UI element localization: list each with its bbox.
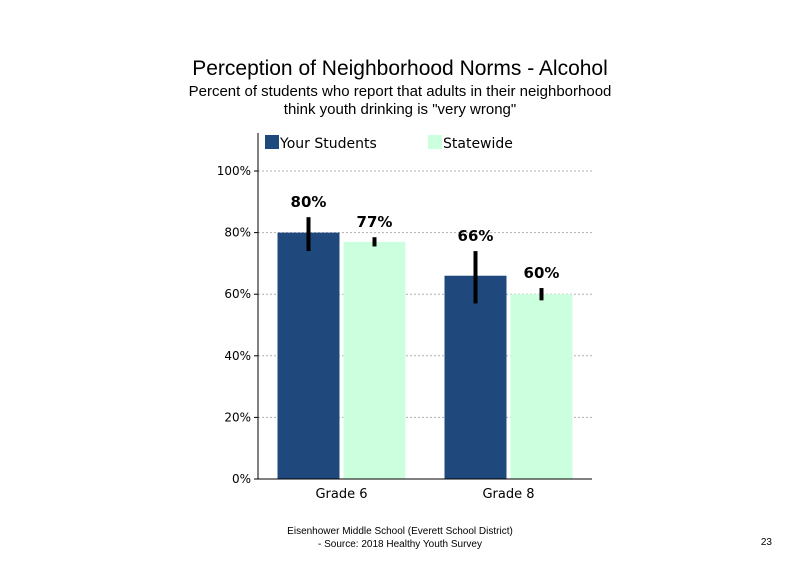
y-tick-label: 80% bbox=[224, 226, 251, 240]
y-tick-label: 100% bbox=[217, 164, 251, 178]
y-tick-label: 60% bbox=[224, 287, 251, 301]
y-tick-label: 0% bbox=[232, 472, 251, 486]
x-tick-label: Grade 6 bbox=[315, 487, 367, 502]
legend-swatch bbox=[265, 135, 279, 149]
data-label: 66% bbox=[458, 227, 494, 245]
chart-title: Perception of Neighborhood Norms - Alcoh… bbox=[192, 57, 608, 80]
data-label: 80% bbox=[291, 193, 327, 211]
bar-statewide-grade-8 bbox=[510, 294, 573, 479]
footer-school-line: Eisenhower Middle School (Everett School… bbox=[287, 526, 513, 537]
legend-label: Your Students bbox=[279, 136, 377, 152]
footer-source-line: - Source: 2018 Healthy Youth Survey bbox=[318, 539, 482, 550]
chart-subtitle-line-2: think youth drinking is "very wrong" bbox=[283, 101, 517, 118]
y-tick-label: 40% bbox=[224, 349, 251, 363]
x-tick-label: Grade 8 bbox=[482, 487, 534, 502]
data-label: 60% bbox=[524, 264, 560, 282]
bar-statewide-grade-6 bbox=[343, 241, 406, 479]
data-label: 77% bbox=[357, 213, 393, 231]
y-tick-label: 20% bbox=[224, 410, 251, 424]
page-number: 23 bbox=[760, 537, 772, 548]
bar-your-students-grade-8 bbox=[444, 275, 507, 479]
legend-label: Statewide bbox=[443, 136, 513, 152]
bar-your-students-grade-6 bbox=[277, 232, 340, 479]
legend-swatch bbox=[428, 135, 442, 149]
chart-subtitle-line-1: Percent of students who report that adul… bbox=[188, 83, 612, 100]
